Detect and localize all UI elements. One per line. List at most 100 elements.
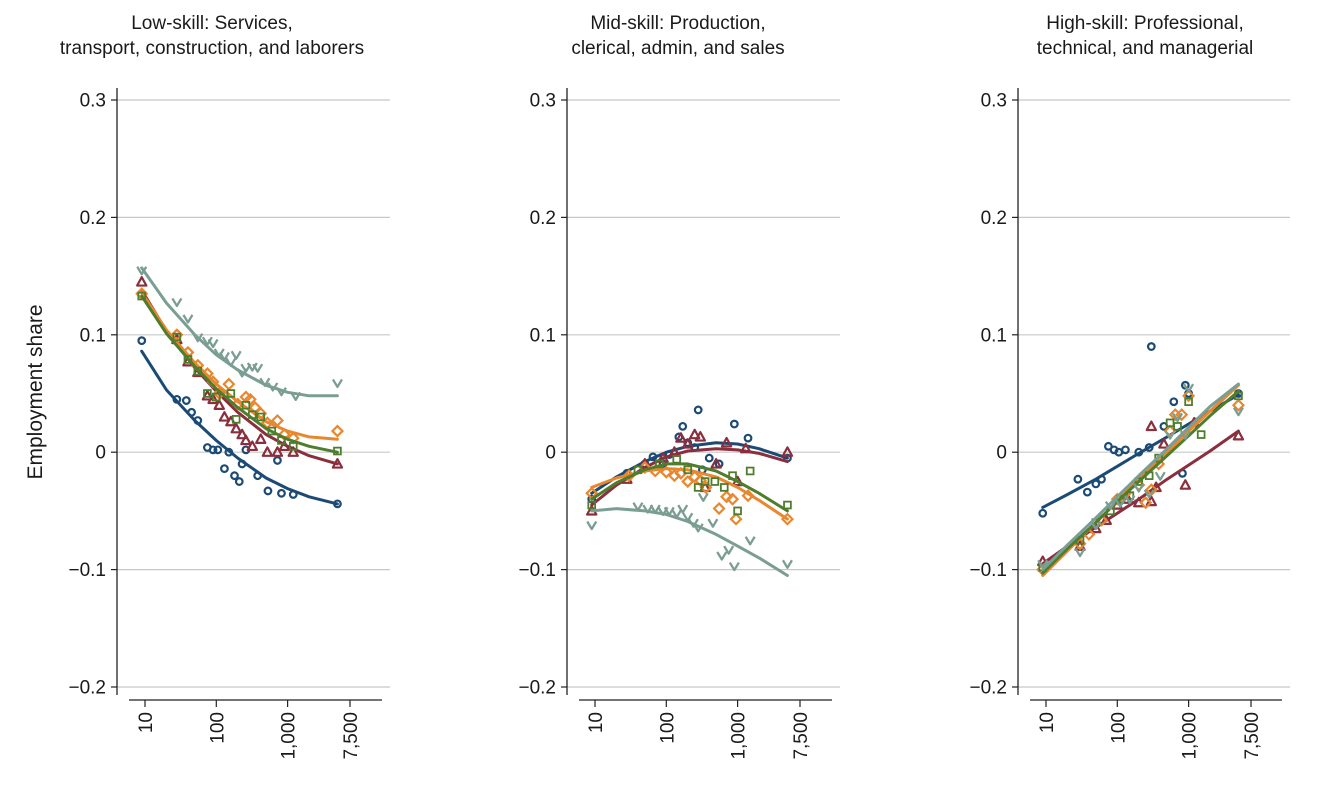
- data-point: [783, 500, 792, 510]
- data-point: [1091, 479, 1101, 489]
- data-point: [183, 355, 193, 364]
- data-point: [655, 459, 664, 469]
- data-point: [633, 465, 643, 475]
- y-tick-label: 0.3: [530, 91, 556, 112]
- data-point: [1121, 445, 1130, 455]
- panel-title-line: clerical, admin, and sales: [571, 38, 784, 59]
- data-point: [218, 351, 230, 362]
- data-point: [172, 332, 182, 342]
- x-tick-label: 10: [586, 712, 607, 733]
- data-point: [253, 471, 263, 481]
- data-point: [683, 465, 693, 475]
- data-point: [1173, 422, 1182, 431]
- data-point: [712, 501, 726, 516]
- data-point: [720, 490, 734, 504]
- data-point: [187, 407, 196, 417]
- data-point: [193, 416, 203, 425]
- data-point: [687, 518, 699, 528]
- data-point: [1234, 391, 1243, 401]
- data-point: [733, 506, 742, 516]
- panel-title-line: transport, construction, and laborers: [60, 38, 364, 59]
- data-point: [330, 424, 344, 438]
- data-point: [1196, 430, 1206, 439]
- y-tick-label: 0: [996, 443, 1007, 464]
- data-point: [1182, 389, 1196, 403]
- data-point: [743, 433, 753, 443]
- data-point: [728, 561, 740, 572]
- series-5: [586, 492, 793, 577]
- data-point: [256, 412, 266, 422]
- data-point: [697, 492, 709, 502]
- data-point: [1179, 479, 1192, 490]
- panel-title-line: Low-skill: Services,: [131, 13, 293, 34]
- data-point: [1073, 474, 1083, 484]
- data-point: [740, 442, 752, 454]
- data-point: [220, 464, 229, 474]
- data-point: [234, 477, 244, 486]
- data-point: [1146, 342, 1156, 351]
- data-point: [693, 483, 703, 492]
- y-tick-label: 0.2: [530, 208, 556, 229]
- data-point: [331, 378, 343, 389]
- data-point: [172, 394, 182, 404]
- data-point: [1144, 471, 1154, 480]
- data-point: [723, 545, 735, 555]
- y-tick-label: −0.1: [518, 560, 556, 581]
- data-point: [729, 512, 743, 526]
- data-point: [208, 445, 218, 455]
- y-tick-label: 0.2: [80, 208, 106, 229]
- data-point: [1179, 430, 1191, 440]
- y-tick-label: −0.2: [518, 678, 556, 699]
- data-point: [726, 492, 740, 506]
- data-point: [261, 446, 274, 457]
- data-point: [236, 428, 248, 440]
- data-point: [1090, 522, 1102, 534]
- x-tick-label: 1,000: [1180, 712, 1201, 760]
- x-tick-label: 7,500: [341, 712, 362, 760]
- data-point: [1143, 489, 1155, 499]
- series-4: [137, 291, 342, 456]
- data-point: [781, 446, 794, 457]
- data-point: [659, 465, 673, 479]
- data-point: [246, 362, 258, 372]
- data-point: [719, 483, 729, 492]
- data-point: [237, 459, 247, 469]
- data-point: [1154, 471, 1166, 481]
- data-point: [201, 389, 214, 401]
- data-point: [704, 453, 714, 463]
- data-point: [333, 446, 342, 456]
- data-point: [207, 393, 219, 405]
- data-point: [213, 399, 225, 410]
- data-point: [243, 392, 257, 406]
- data-point: [688, 470, 702, 484]
- series-5: [1037, 382, 1244, 572]
- data-point: [1183, 383, 1195, 393]
- x-tick-label: 7,500: [1242, 712, 1263, 760]
- data-point: [275, 387, 287, 397]
- data-point: [1232, 407, 1244, 417]
- data-point: [222, 377, 236, 391]
- data-point: [741, 489, 755, 503]
- data-point: [728, 471, 737, 480]
- x-tick-label: 100: [1108, 712, 1129, 744]
- y-tick-label: 0.1: [981, 325, 1007, 346]
- x-tick-label: 1,000: [279, 712, 300, 760]
- data-point: [745, 466, 755, 476]
- data-point: [710, 458, 722, 469]
- data-point: [182, 314, 194, 324]
- panel-title-line: Mid-skill: Production,: [590, 13, 765, 34]
- y-tick-label: −0.2: [969, 678, 1007, 699]
- y-tick-label: 0.3: [981, 91, 1007, 112]
- data-point: [213, 348, 225, 358]
- y-tick-label: 0.1: [80, 325, 106, 346]
- data-point: [781, 559, 793, 569]
- y-tick-label: −0.2: [68, 678, 106, 699]
- data-point: [1133, 483, 1145, 493]
- data-point: [255, 433, 267, 444]
- data-point: [225, 357, 237, 367]
- data-point: [263, 486, 273, 496]
- panel-3: High-skill: Professional, technical, and …: [969, 13, 1290, 760]
- data-point: [682, 438, 694, 449]
- data-point: [1037, 559, 1049, 569]
